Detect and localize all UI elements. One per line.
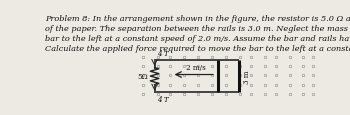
Text: 4 T: 4 T [157, 95, 169, 103]
Text: 4 T: 4 T [157, 49, 169, 57]
Text: 3 m: 3 m [243, 70, 251, 83]
Text: 5Ω: 5Ω [138, 72, 148, 80]
Text: 2 m/s: 2 m/s [186, 63, 205, 71]
Text: Problem 8: In the arrangement shown in the figure, the resistor is 5.0 Ω and a 4: Problem 8: In the arrangement shown in t… [45, 15, 350, 53]
